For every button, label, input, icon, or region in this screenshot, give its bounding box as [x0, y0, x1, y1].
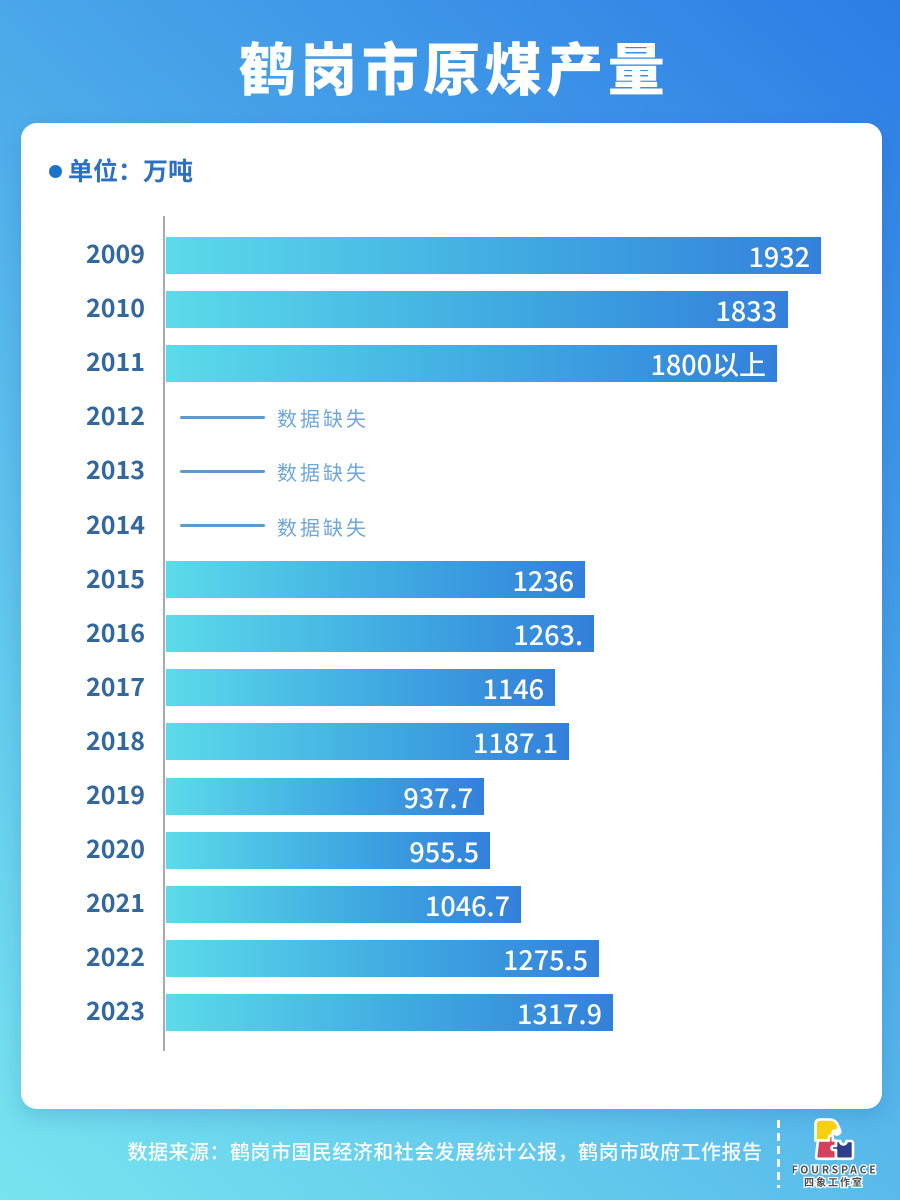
svg-text:FOURSPACE: FOURSPACE	[793, 1163, 879, 1178]
svg-text:四象工作室: 四象工作室	[804, 1174, 864, 1189]
